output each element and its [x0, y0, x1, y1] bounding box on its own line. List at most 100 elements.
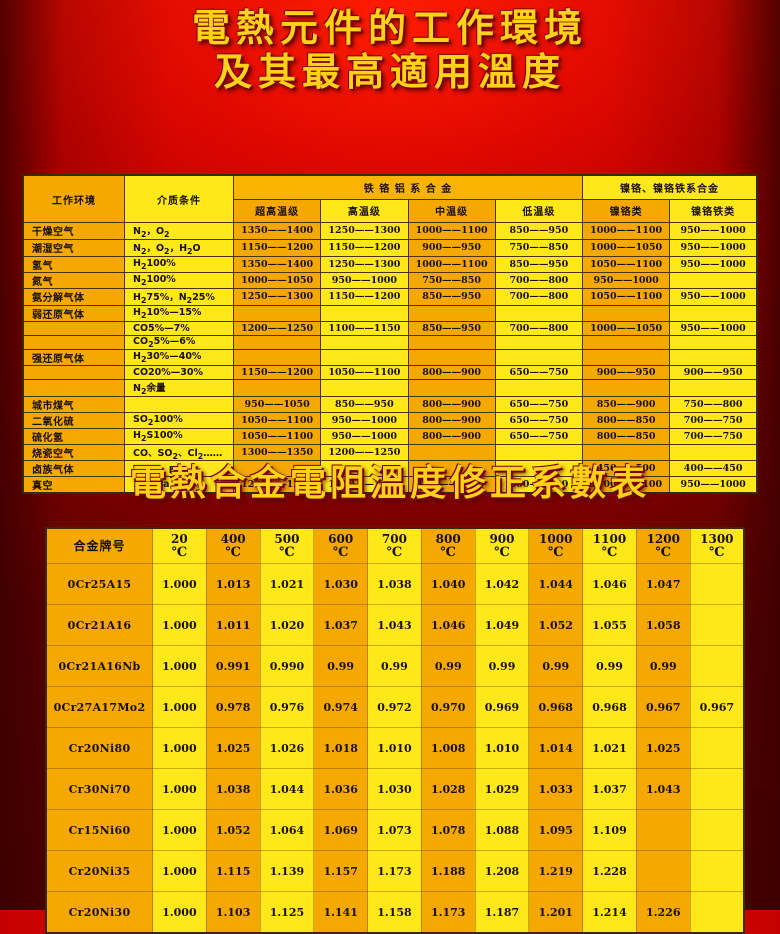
cell-correction-factor: 1.049 [474, 604, 530, 646]
cell-temperature-range: 950——1000 [669, 255, 758, 273]
cell-temperature-range: 950——1000 [669, 222, 758, 240]
cell-correction-factor: 1.141 [313, 891, 369, 934]
table-row: 强还原气体 H230%—40% [22, 348, 758, 366]
cell-media-condition: CO20%—30% [124, 364, 234, 380]
cell-correction-factor: 1.000 [152, 563, 207, 605]
resistance-temperature-correction-table: 合金牌号 20 ℃ 400 ℃ 500 ℃ 600 ℃ 700 ℃ 800 ℃ 900 ℃ 1000 ℃ 1100… [45, 527, 745, 934]
header-temperature-1300: 1300 ℃ [689, 527, 745, 564]
cell-temperature-range: 1350——1400 [232, 255, 322, 273]
cell-correction-factor: 1.158 [367, 891, 422, 934]
cell-temperature-range [494, 460, 584, 478]
cell-temperature-range [407, 378, 496, 397]
cell-correction-factor: 1.030 [367, 768, 422, 810]
cell-correction-factor: 1.000 [152, 850, 207, 892]
cell-working-environment [22, 320, 125, 336]
header-working-environment: 工作环境 [22, 174, 125, 223]
cell-correction-factor: 0.970 [420, 686, 476, 728]
cell-temperature-range: 1150——1200 [232, 238, 322, 257]
cell-temperature-range: 1000——1050 [581, 238, 671, 257]
cell-correction-factor: 1.047 [635, 563, 691, 605]
cell-temperature-range: 750——800 [669, 395, 758, 413]
table-row: 氨分解气体 H275%，N225% 1250——1300 1150——1200 850—… [22, 287, 758, 306]
cell-temperature-range: 700——800 [494, 271, 584, 289]
cell-correction-factor [689, 645, 745, 687]
header-sub-medium: 中温级 [407, 198, 496, 223]
cell-media-condition: CO25%—6% [124, 334, 234, 350]
table-row: Cr20Ni30 1.000 1.103 1.125 1.141 1.158 1.173 1.… [45, 891, 745, 934]
second-title-line-1: 電熱合金電阻溫度修正系數表 [129, 462, 650, 504]
cell-temperature-range: 850——950 [320, 395, 409, 413]
cell-working-environment: 氮气 [22, 271, 125, 289]
cell-correction-factor: 1.069 [313, 809, 369, 851]
cell-correction-factor: 1.052 [205, 809, 261, 851]
cell-correction-factor: 0.99 [420, 645, 476, 687]
cell-temperature-range [494, 334, 584, 350]
cell-temperature-range: 700——750 [669, 411, 758, 429]
cell-media-condition: F、Cl、Br、I [124, 460, 234, 478]
cell-correction-factor: 1.046 [582, 563, 637, 605]
table2-header-row: 合金牌号 20 ℃ 400 ℃ 500 ℃ 600 ℃ 700 ℃ 800 ℃ 900 ℃ 1000 ℃ 1100… [45, 527, 745, 564]
cell-temperature-range: 750——850 [407, 271, 496, 289]
cell-temperature-range: 700——750 [669, 427, 758, 445]
cell-temperature-range: 1150——1200 [320, 287, 409, 306]
cell-alloy-grade: Cr20Ni30 [45, 891, 153, 934]
cell-correction-factor: 1.018 [313, 727, 369, 769]
cell-temperature-range: 1050——1100 [581, 287, 671, 306]
second-title-block: 電熱合金電阻溫度修正系數表 [0, 462, 780, 504]
header-media-conditions: 介质条件 [124, 174, 234, 223]
cell-temperature-range: 1050——1100 [320, 364, 409, 380]
cell-correction-factor: 0.99 [474, 645, 530, 687]
cell-temperature-range: 900——950 [407, 238, 496, 257]
cell-temperature-range: 750——850 [494, 238, 584, 257]
cell-temperature-range [494, 443, 584, 462]
main-title-line-1: 電熱元件的工作環境 [191, 5, 588, 50]
cell-working-environment: 干燥空气 [22, 222, 125, 240]
cell-temperature-range [320, 460, 409, 478]
cell-media-condition: H2S100% [124, 427, 234, 445]
cell-correction-factor: 1.043 [635, 768, 691, 810]
cell-temperature-range [581, 443, 671, 462]
cell-working-environment [22, 334, 125, 350]
cell-temperature-range: 450——500 [581, 460, 671, 478]
cell-correction-factor: 1.125 [259, 891, 315, 934]
cell-temperature-range [407, 460, 496, 478]
header-sub-low: 低温级 [494, 198, 584, 223]
cell-correction-factor: 0.968 [528, 686, 584, 728]
header-sub-nicrfe: 镍铬铁类 [669, 198, 758, 223]
cell-temperature-range: 1250——1300 [320, 255, 409, 273]
cell-correction-factor [635, 850, 691, 892]
cell-correction-factor [689, 809, 745, 851]
cell-media-condition: H2100% [124, 255, 234, 273]
cell-correction-factor: 1.010 [367, 727, 422, 769]
table-row: CO5%—7% 1200——1250 1100——1150 850——950 700——… [22, 320, 758, 336]
cell-temperature-range [581, 378, 671, 397]
cell-temperature-range [669, 304, 758, 322]
cell-correction-factor: 1.058 [635, 604, 691, 646]
cell-temperature-range: 1000——1050 [232, 271, 322, 289]
cell-temperature-range: 1150——1200 [320, 238, 409, 257]
cell-temperature-range [407, 348, 496, 366]
cell-alloy-grade: 0Cr21A16 [45, 604, 153, 646]
table-row: 潮湿空气 N2，O2，H2O 1150——1200 1150——1200 900——95… [22, 238, 758, 257]
cell-temperature-range: 1350——1400 [232, 222, 322, 240]
cell-correction-factor: 1.042 [474, 563, 530, 605]
cell-correction-factor [689, 727, 745, 769]
cell-correction-factor [689, 604, 745, 646]
cell-temperature-range: 1050——1100 [581, 255, 671, 273]
cell-media-condition: H275%，N225% [124, 287, 234, 306]
cell-correction-factor: 1.219 [528, 850, 584, 892]
cell-media-condition: N2，O2，H2O [124, 238, 234, 257]
cell-working-environment: 潮湿空气 [22, 238, 125, 257]
cell-temperature-range: 700——800 [494, 320, 584, 336]
cell-correction-factor: 1.157 [313, 850, 369, 892]
table-row: Cr20Ni35 1.000 1.115 1.139 1.157 1.173 1.188 1.… [45, 850, 745, 892]
cell-correction-factor: 0.969 [474, 686, 530, 728]
cell-temperature-range: 1000——1100 [581, 222, 671, 240]
cell-temperature-range: 1000——1100 [407, 222, 496, 240]
cell-temperature-range: 1200——1250 [320, 443, 409, 462]
cell-temperature-range: 800——850 [581, 411, 671, 429]
table1-header-row-1: 工作环境 介质条件 铁 铬 铝 系 合 金 镍铬、镍铬铁系合金 [22, 174, 758, 223]
cell-correction-factor: 0.978 [205, 686, 261, 728]
cell-correction-factor: 1.044 [528, 563, 584, 605]
cell-correction-factor: 1.188 [420, 850, 476, 892]
